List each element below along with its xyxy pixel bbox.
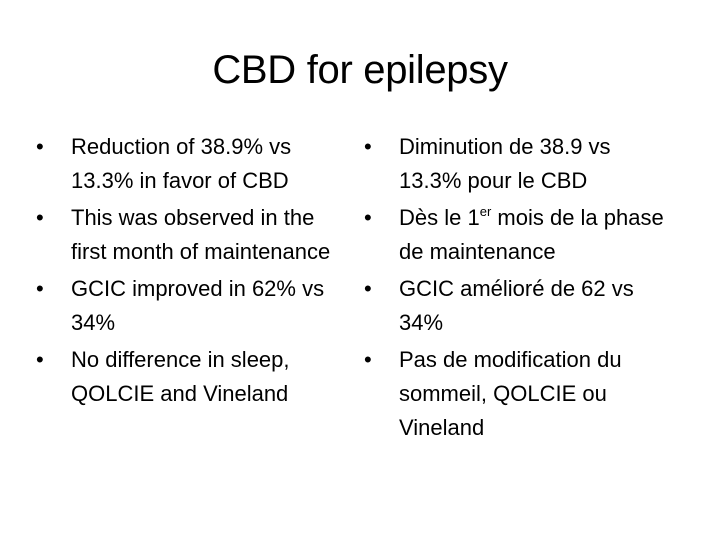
bullet-icon: • [36, 134, 44, 159]
list-item-text: GCIC amélioré de 62 vs 34% [399, 276, 634, 335]
bullet-icon: • [364, 276, 372, 301]
list-item: • Dès le 1er mois de la phase de mainten… [364, 201, 664, 269]
list-item-text: This was observed in the first month of … [71, 205, 331, 264]
bullet-icon: • [36, 205, 44, 230]
list-item-text: Dès le 1er mois de la phase de maintenan… [399, 205, 664, 264]
bullet-icon: • [36, 276, 44, 301]
bullet-icon: • [364, 134, 372, 159]
slide-title: CBD for epilepsy [212, 48, 508, 92]
list-item: • Pas de modification du sommeil, QOLCIE… [364, 343, 664, 445]
list-item: • GCIC amélioré de 62 vs 34% [364, 272, 664, 340]
left-column-english: • Reduction of 38.9% vs 13.3% in favor o… [36, 130, 336, 414]
list-item: • Diminution de 38.9 vs 13.3% pour le CB… [364, 130, 664, 198]
right-column-french: • Diminution de 38.9 vs 13.3% pour le CB… [364, 130, 664, 448]
list-item-text-start: Dès le 1 [399, 205, 480, 230]
list-item-text: Pas de modification du sommeil, QOLCIE o… [399, 347, 622, 440]
list-item-text-end: mois de la phase de maintenance [399, 205, 664, 264]
list-item-text: No difference in sleep, QOLCIE and Vinel… [71, 347, 290, 406]
ordinal-superscript: er [479, 204, 492, 219]
bullet-icon: • [36, 347, 44, 372]
left-bullet-list: • Reduction of 38.9% vs 13.3% in favor o… [36, 130, 336, 411]
bullet-icon: • [364, 347, 372, 372]
list-item-text: Diminution de 38.9 vs 13.3% pour le CBD [399, 134, 611, 193]
list-item-text: Reduction of 38.9% vs 13.3% in favor of … [71, 134, 292, 193]
list-item: • GCIC improved in 62% vs 34% [36, 272, 336, 340]
list-item: • This was observed in the first month o… [36, 201, 336, 269]
list-item-text: GCIC improved in 62% vs 34% [71, 276, 325, 335]
list-item: • No difference in sleep, QOLCIE and Vin… [36, 343, 336, 411]
bullet-icon: • [364, 205, 372, 230]
list-item: • Reduction of 38.9% vs 13.3% in favor o… [36, 130, 336, 198]
right-bullet-list: • Diminution de 38.9 vs 13.3% pour le CB… [364, 130, 664, 445]
